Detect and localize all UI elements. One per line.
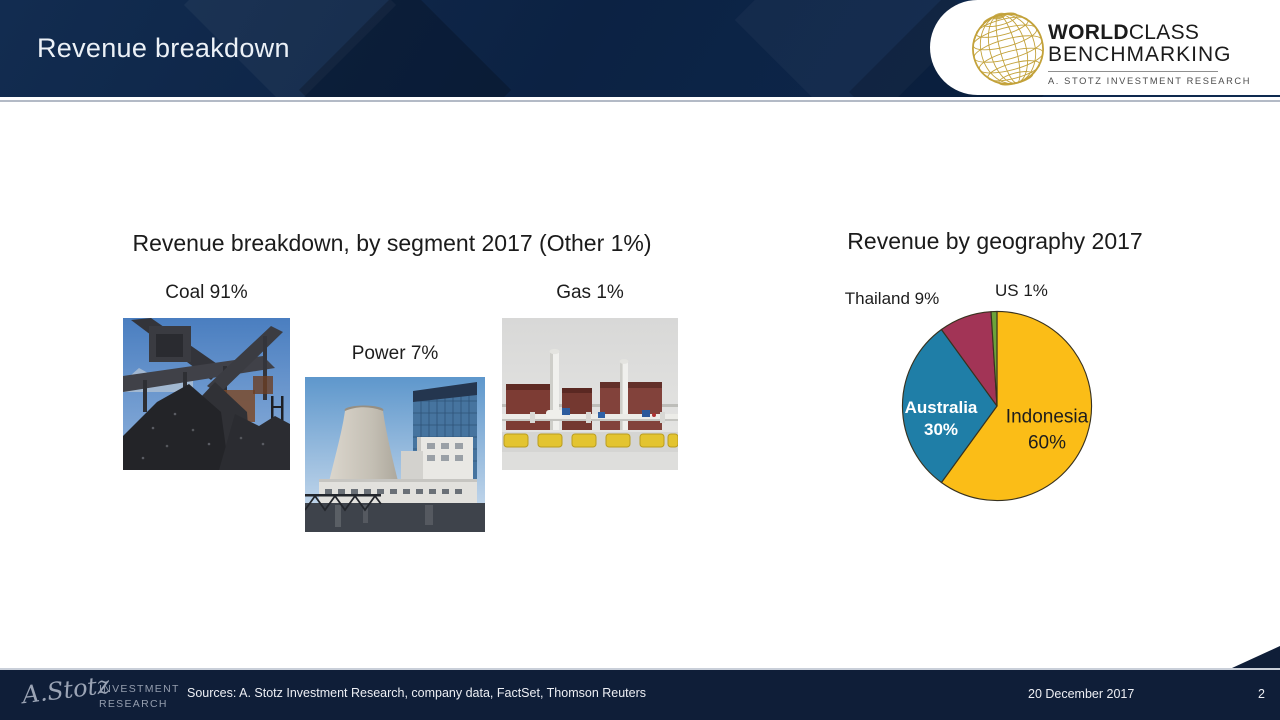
- pie-label-indonesia: Indonesia 60%: [1006, 404, 1088, 455]
- brand-logo-plate: WORLDCLASS BENCHMARKING A. STOTZ INVESTM…: [930, 0, 1280, 95]
- sources-text: Sources: A. Stotz Investment Research, c…: [187, 686, 647, 700]
- pie-label-indonesia-name: Indonesia: [1005, 406, 1089, 428]
- astotz-signature-logo: A.Stotz: [20, 670, 112, 710]
- pie-slice-us: [990, 310, 998, 407]
- pie-label-australia-name: Australia: [904, 397, 978, 417]
- brand-line2: BENCHMARKING: [1048, 43, 1232, 66]
- coal-segment-label: Coal 91%: [165, 282, 248, 303]
- pie-label-indonesia-value: 60%: [1027, 432, 1067, 453]
- footer-brand-line1: INVESTMENT: [99, 683, 180, 695]
- footer-brand-text: INVESTMENT RESEARCH: [99, 682, 180, 712]
- globe-wireframe-icon: [972, 12, 1044, 86]
- gas-facility-photo: [502, 318, 678, 470]
- power-plant-photo: [305, 377, 485, 532]
- pie-slice-australia: [901, 328, 998, 484]
- pie-slice-indonesia: [940, 310, 1093, 502]
- slide-footer: A.Stotz INVESTMENT RESEARCH Sources: A. …: [0, 668, 1280, 720]
- pie-label-australia: Australia 30%: [905, 397, 978, 441]
- header-separator-line: [0, 100, 1280, 102]
- pie-label-us: US 1%: [995, 281, 1048, 300]
- brand-line3: A. STOTZ INVESTMENT RESEARCH: [1048, 76, 1252, 87]
- footer-diagonal-accent: [1232, 646, 1280, 668]
- geography-panel-title: Revenue by geography 2017: [847, 228, 1143, 254]
- page-number: 2: [1258, 687, 1265, 701]
- pie-label-australia-value: 30%: [923, 420, 959, 439]
- brand-divider-line: [1048, 71, 1218, 73]
- gas-segment-label: Gas 1%: [556, 282, 624, 303]
- revenue-geography-pie-chart: [901, 310, 1093, 502]
- footer-brand-line2: RESEARCH: [99, 698, 168, 711]
- slide-date: 20 December 2017: [1028, 687, 1135, 701]
- brand-line1-light: CLASS: [1128, 21, 1200, 44]
- page-title: Revenue breakdown: [37, 33, 290, 63]
- pie-label-thailand: Thailand 9%: [844, 289, 940, 308]
- power-segment-label: Power 7%: [351, 343, 439, 364]
- brand-line1: WORLDCLASS: [1048, 22, 1251, 43]
- brand-wordmark: WORLDCLASS BENCHMARKING A. STOTZ INVESTM…: [1048, 22, 1251, 86]
- coal-photo: [123, 318, 290, 470]
- segments-panel-title: Revenue breakdown, by segment 2017 (Othe…: [132, 230, 652, 256]
- brand-line1-strong: WORLD: [1048, 21, 1129, 44]
